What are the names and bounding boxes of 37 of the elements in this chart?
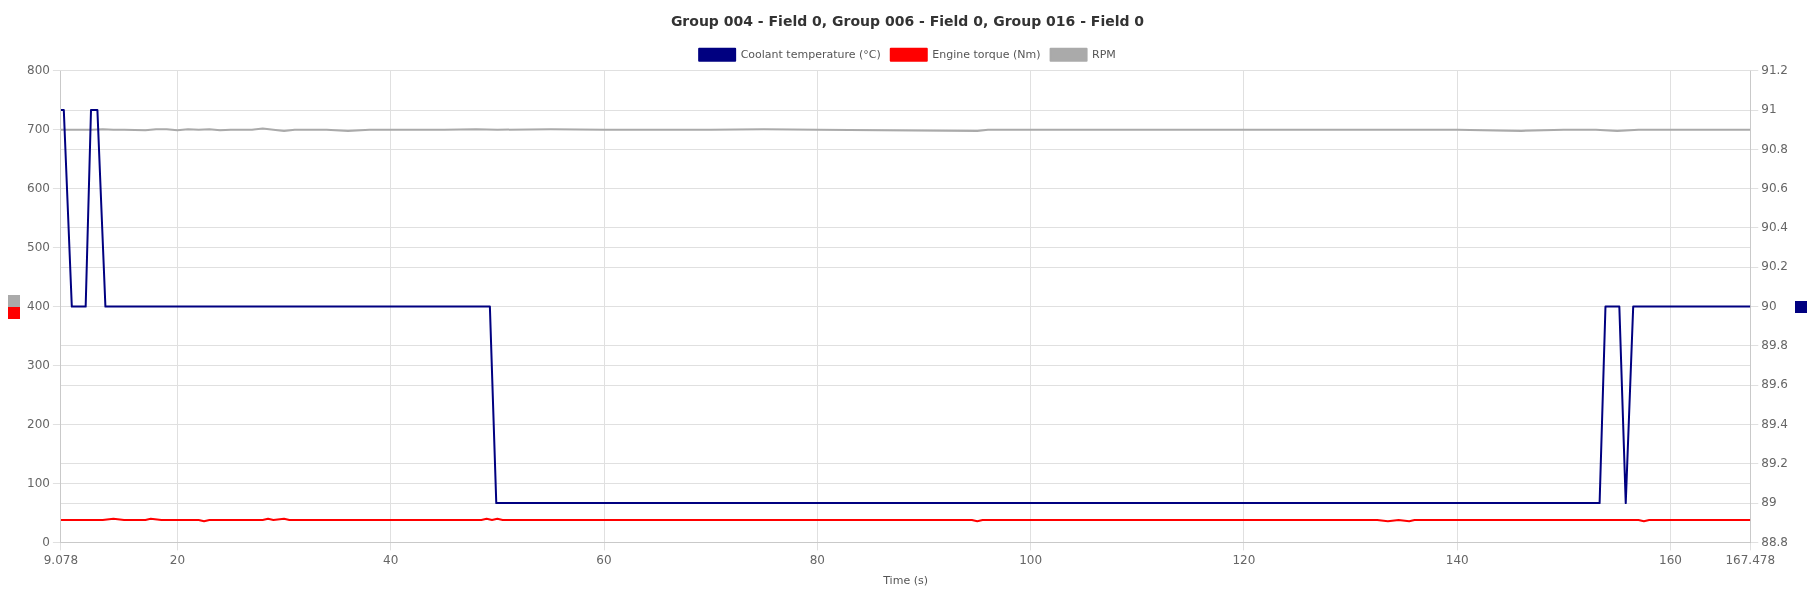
x-tick-label: 120 (1232, 552, 1256, 567)
y2-tick-label: 91 (1761, 102, 1777, 117)
y2-tick-label: 88.8 (1761, 534, 1788, 549)
x-tick-label: 100 (1019, 552, 1043, 567)
x-tick-label: 40 (383, 552, 399, 567)
legend-label: Coolant temperature (°C) (740, 47, 881, 61)
y2-tick-label: 89.6 (1761, 377, 1788, 392)
y-tick-label: 0 (42, 534, 50, 549)
y2-tick-label: 89.8 (1761, 338, 1788, 353)
x-tick-label: 9.078 (43, 552, 79, 567)
x-tick-label: 80 (809, 552, 825, 567)
x-tick-label: 20 (169, 552, 186, 567)
y-tick-label: 500 (27, 239, 50, 254)
chart-title: Group 004 - Field 0, Group 006 - Field 0, Group 016 - Field 0 (670, 13, 1145, 30)
y2-tick-label: 90.2 (1761, 259, 1788, 274)
x-tick-label: 167.478 (1725, 552, 1776, 567)
y2-tick-label: 89 (1761, 495, 1777, 510)
y2-tick-label: 90.4 (1761, 220, 1788, 235)
y2-tick-label: 91.2 (1761, 62, 1788, 77)
y-tick-label: 700 (27, 121, 50, 136)
y-tick-label: 100 (27, 475, 50, 490)
y-tick-label: 200 (27, 416, 50, 431)
y-tick-label: 300 (27, 357, 50, 372)
y2-tick-label: 89.4 (1761, 416, 1788, 431)
y-tick-label: 400 (27, 298, 50, 313)
legend-label: Engine torque (Nm) (932, 47, 1041, 61)
y2-tick-label: 90.8 (1761, 141, 1788, 156)
x-tick-label: 140 (1445, 552, 1469, 567)
y-tick-label: 800 (27, 62, 50, 77)
y2-tick-label: 89.2 (1761, 455, 1788, 470)
x-tick-label: 160 (1659, 552, 1682, 567)
legend-label: RPM (1092, 47, 1116, 61)
y-tick-label: 600 (27, 180, 50, 195)
y2-tick-label: 90 (1761, 298, 1777, 313)
x-tick-label: 60 (596, 552, 612, 567)
y2-tick-label: 90.6 (1761, 180, 1788, 195)
x-axis-title: Time (s) (882, 574, 928, 588)
